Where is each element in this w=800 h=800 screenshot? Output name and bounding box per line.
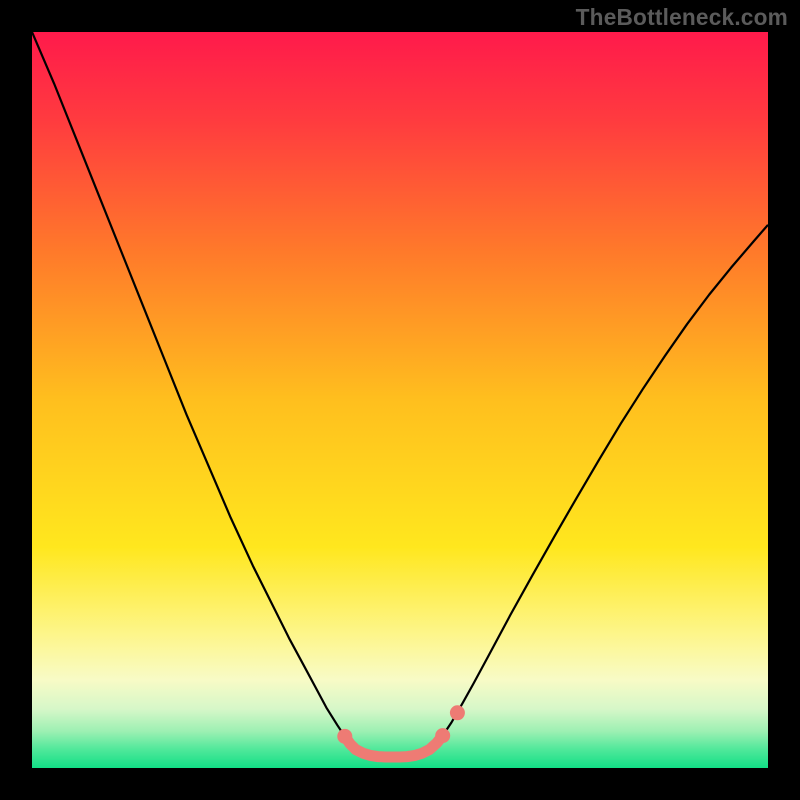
plot-svg [32,32,768,768]
endpoint-marker [337,729,352,744]
watermark-text: TheBottleneck.com [576,4,788,31]
plot-background [32,32,768,768]
plot-area [32,32,768,768]
endpoint-marker [450,705,465,720]
endpoint-marker [435,728,450,743]
figure-root: TheBottleneck.com [0,0,800,800]
